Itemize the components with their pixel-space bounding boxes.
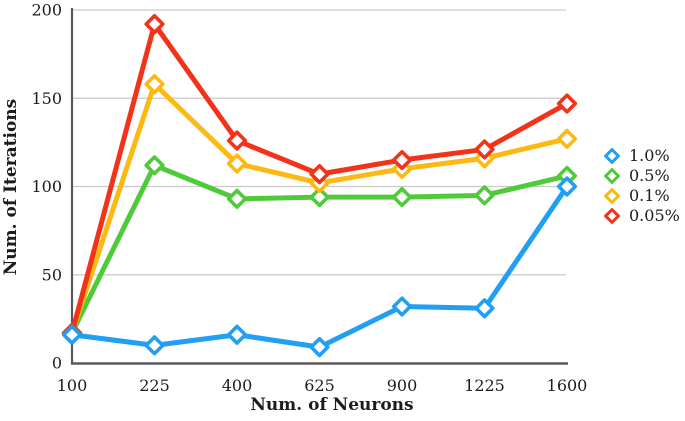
legend-label: 0.5% — [629, 166, 670, 185]
x-tick-label-225: 225 — [139, 376, 170, 395]
tick-labels: 0 50 100 150 200 100 225 400 625 900 1225 1600 — [31, 1, 587, 396]
data-point-marker-0.5%-625 — [309, 186, 330, 208]
x-tick-label-1225: 1225 — [464, 376, 505, 395]
data-point-marker-0.5%-400 — [226, 188, 248, 209]
legend-item-0-1-percent: 0.1% — [603, 186, 680, 206]
data-point-marker-1.0%-1600 — [556, 176, 578, 197]
x-tick-label-625: 625 — [304, 376, 335, 395]
data-series — [61, 14, 578, 358]
data-point-marker-0.05%-900 — [391, 149, 413, 171]
series-0.5% — [61, 155, 578, 344]
data-point-marker-1.0%-900 — [391, 296, 413, 317]
data-point-marker-0.1%-400 — [226, 153, 248, 174]
y-tick-label-200: 200 — [31, 1, 62, 20]
data-point-marker-1.0%-100 — [61, 324, 83, 345]
x-tick-label-100: 100 — [57, 376, 88, 395]
series-0.1% — [61, 74, 578, 344]
legend-label: 0.05% — [629, 206, 680, 225]
data-point-marker-0.5%-1225 — [474, 185, 495, 206]
axes — [70, 8, 568, 365]
legend-item-0-5-percent: 0.5% — [603, 166, 680, 186]
series-0.05% — [61, 14, 578, 344]
legend-diamond-icon — [603, 147, 621, 165]
legend-label: 0.1% — [629, 186, 670, 205]
legend-diamond-icon — [603, 167, 621, 185]
x-tick-label-400: 400 — [222, 376, 253, 395]
x-axis-title: Num. of Neurons — [250, 395, 413, 415]
data-point-marker-1.0%-225 — [144, 335, 165, 356]
data-point-marker-0.05%-1600 — [556, 93, 578, 114]
x-tick-label-900: 900 — [387, 376, 418, 395]
series-1.0% — [61, 176, 578, 358]
data-point-marker-1.0%-625 — [309, 337, 330, 358]
legend-item-1-0-percent: 1.0% — [603, 146, 680, 166]
y-axis-title: Num. of Iterations — [1, 99, 21, 275]
data-point-marker-1.0%-400 — [226, 324, 248, 345]
y-tick-label-50: 50 — [42, 265, 62, 284]
data-point-marker-0.05%-225 — [144, 14, 165, 35]
legend-diamond-icon — [603, 187, 621, 205]
legend-label: 1.0% — [629, 146, 670, 165]
legend-item-0-05-percent: 0.05% — [603, 206, 680, 226]
data-point-marker-0.05%-625 — [309, 164, 330, 185]
chart-legend: 1.0% 0.5% 0.1% 0.05% — [603, 146, 680, 226]
data-point-marker-0.5%-900 — [391, 186, 413, 208]
legend-diamond-icon — [603, 207, 621, 225]
data-point-marker-0.1%-1600 — [556, 128, 578, 149]
data-point-marker-0.05%-400 — [226, 130, 248, 151]
y-tick-label-0: 0 — [52, 354, 62, 373]
y-tick-label-100: 100 — [31, 177, 62, 196]
data-point-marker-0.1%-225 — [144, 74, 165, 95]
data-point-marker-0.05%-1225 — [474, 139, 495, 160]
series-line-1.0% — [69, 184, 570, 350]
data-point-marker-0.5%-225 — [144, 155, 165, 176]
x-tick-label-1600: 1600 — [547, 376, 588, 395]
data-point-marker-1.0%-1225 — [474, 298, 495, 319]
y-tick-label-150: 150 — [31, 89, 62, 108]
